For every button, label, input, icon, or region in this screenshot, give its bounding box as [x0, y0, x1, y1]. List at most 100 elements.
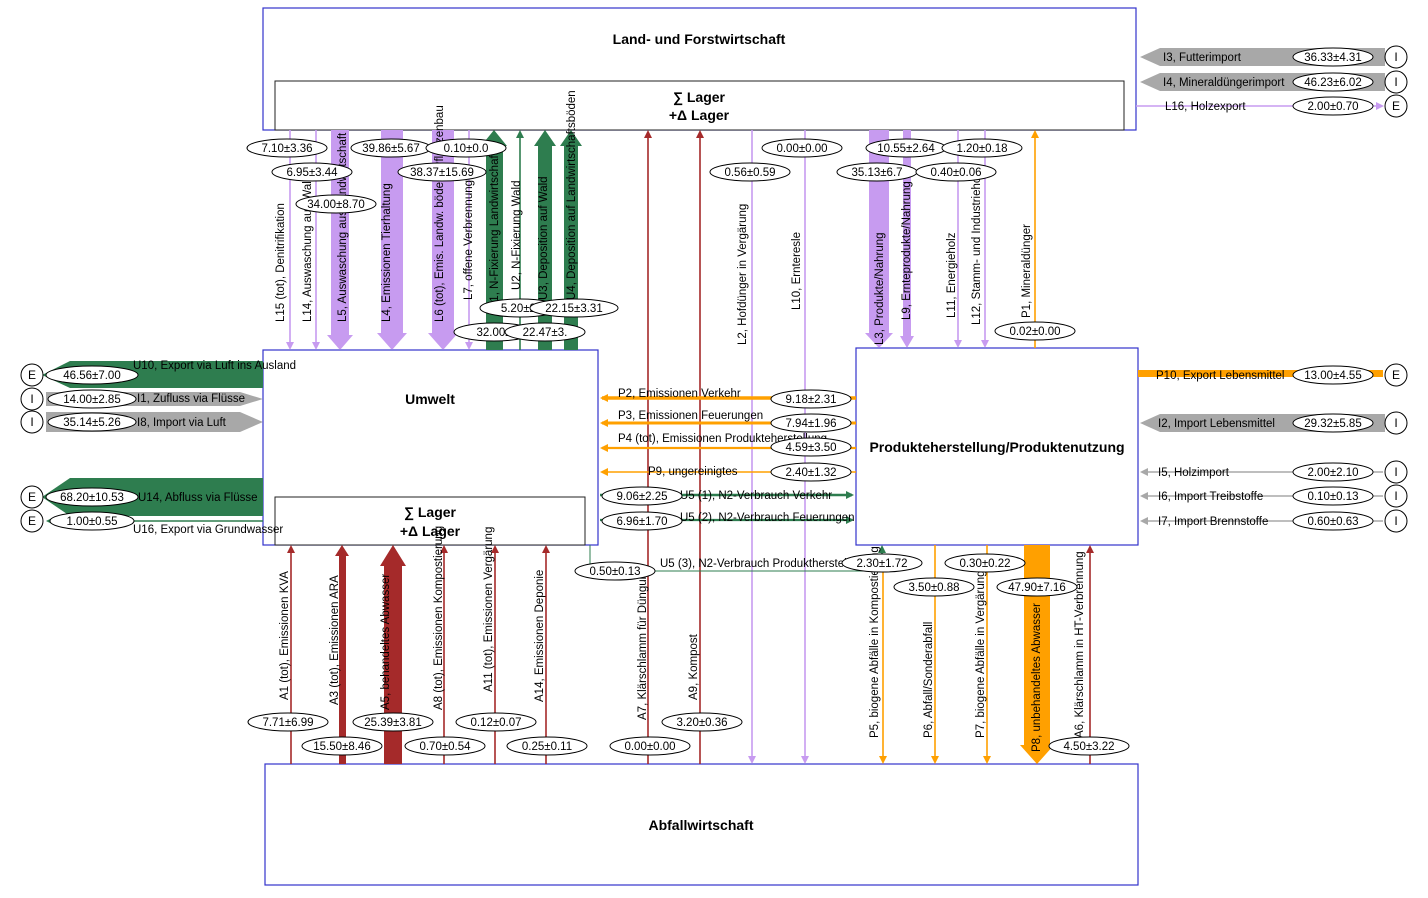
svg-text:E: E — [28, 514, 36, 528]
value-P2: 9.18±2.31 — [770, 389, 852, 409]
value-P1: 0.02±0.00 — [994, 321, 1076, 341]
flow-A3-arrow — [335, 545, 349, 764]
svg-text:14.00±2.85: 14.00±2.85 — [63, 394, 120, 406]
value-L6: 38.37±15.69 — [397, 162, 487, 182]
value-L12: 0.40±0.06 — [915, 162, 997, 182]
import-marker-I7: I — [1384, 509, 1408, 533]
value-I1: 14.00±2.85 — [47, 389, 137, 409]
export-marker-L16: E — [1384, 94, 1408, 118]
flow-A5-arrow — [380, 545, 406, 764]
label-L9: L9, Ernteprodukte/Nahrung — [901, 181, 913, 320]
value-L11: 1.20±0.18 — [941, 138, 1023, 158]
svg-text:7.71±6.99: 7.71±6.99 — [262, 717, 313, 729]
svg-text:I: I — [1394, 489, 1397, 503]
value-A5: 25.39±3.81 — [352, 712, 434, 732]
flow-L3-arrow — [865, 130, 893, 348]
label-P7: P7, biogene Abfälle in Vergärung — [975, 570, 987, 738]
lager-land — [274, 80, 1125, 131]
value-U10: 46.56±7.00 — [45, 365, 139, 385]
label-U5c: U5 (3), N2-Verbrauch Produktherstellung … — [660, 558, 890, 570]
label-P8: P8, unbehandeltes Abwasser — [1031, 603, 1043, 752]
label-A7: A7, Klärschlamm für Düngung — [637, 567, 649, 720]
svg-text:I: I — [1394, 514, 1397, 528]
label-U5b: U5 (2), N2-Verbrauch Feuerungen — [680, 512, 855, 524]
value-A8: 0.70±0.54 — [404, 736, 486, 756]
value-I5: 2.00±2.10 — [1292, 462, 1374, 482]
svg-text:10.55±2.64: 10.55±2.64 — [877, 143, 935, 155]
process-title-umwelt: Umwelt — [405, 391, 455, 407]
label-U4: U4, Deposition auf Landwirtschaftsböden — [566, 90, 578, 300]
label-A14: A14, Emissionen Deponie — [534, 570, 546, 702]
value-L14: 6.95±3.44 — [271, 162, 353, 182]
label-I1: I1, Zufluss via Flüsse — [137, 393, 245, 405]
value-P3: 7.94±1.96 — [770, 413, 852, 433]
label-U2: U2, N-Fixierung Wald — [511, 181, 523, 291]
label-L14: L14, Auswaschung aus Wald — [302, 175, 314, 322]
label-L3: L3, Produkte/Nahrung — [874, 232, 886, 345]
value-A11: 0.12±0.07 — [455, 712, 537, 732]
svg-text:46.56±7.00: 46.56±7.00 — [63, 370, 120, 382]
svg-text:39.86±5.67: 39.86±5.67 — [362, 143, 419, 155]
svg-text:22.47±3.: 22.47±3. — [523, 327, 568, 339]
value-L3: 35.13±6.7 — [836, 162, 918, 182]
import-marker-I1: I — [20, 387, 44, 411]
value-U16: 1.00±0.55 — [49, 511, 135, 531]
label-L6: L6 (tot), Emis. Landw. böden, Pflanzenba… — [434, 105, 446, 322]
svg-text:2.40±1.32: 2.40±1.32 — [785, 467, 836, 479]
value-U5a: 9.06±2.25 — [601, 486, 683, 506]
svg-text:0.30±0.22: 0.30±0.22 — [959, 558, 1010, 570]
value-P6: 0.30±0.22 — [944, 553, 1026, 573]
svg-text:34.00±8.70: 34.00±8.70 — [307, 199, 364, 211]
svg-text:0.00±0.00: 0.00±0.00 — [776, 143, 827, 155]
process-title-produkte: Produkteherstellung/Produktenutzung — [869, 439, 1124, 455]
svg-text:29.32±5.85: 29.32±5.85 — [1304, 418, 1361, 430]
flow-U3-arrow — [534, 130, 556, 350]
svg-text:6.95±3.44: 6.95±3.44 — [286, 167, 338, 179]
value-L10: 0.00±0.00 — [761, 138, 843, 158]
svg-text:35.14±5.26: 35.14±5.26 — [63, 417, 120, 429]
value-L15: 7.10±3.36 — [246, 138, 328, 158]
value-I2: 29.32±5.85 — [1292, 413, 1374, 433]
svg-text:2.00±2.10: 2.00±2.10 — [1307, 467, 1358, 479]
value-L4: 39.86±5.67 — [350, 138, 432, 158]
svg-text:4.59±3.50: 4.59±3.50 — [785, 442, 836, 454]
svg-text:35.13±6.7: 35.13±6.7 — [851, 167, 902, 179]
value-P10: 13.00±4.55 — [1292, 365, 1374, 385]
export-marker-U16: E — [20, 509, 44, 533]
label-L15: L15 (tot), Denitrifikation — [275, 203, 287, 322]
export-marker-U14: E — [20, 485, 44, 509]
label-A9: A9, Kompost — [688, 633, 700, 700]
value-U5x: 2.30±1.72 — [841, 553, 923, 573]
svg-text:22.15±3.31: 22.15±3.31 — [545, 303, 602, 315]
svg-text:I: I — [30, 392, 33, 406]
value-L7: 0.10±0.0 — [425, 138, 507, 158]
svg-text:E: E — [28, 368, 36, 382]
svg-text:9.06±2.25: 9.06±2.25 — [616, 491, 667, 503]
value-U5b: 6.96±1.70 — [601, 511, 683, 531]
process-land-forst: Land- und Forstwirtschaft ∑ Lager +Δ Lag… — [262, 7, 1137, 131]
value-A6: 4.50±3.22 — [1048, 736, 1130, 756]
value-P8: 47.90±7.16 — [996, 577, 1078, 597]
process-produkte: Produkteherstellung/Produktenutzung — [855, 347, 1139, 546]
svg-text:0.50±0.13: 0.50±0.13 — [589, 566, 640, 578]
label-U5a: U5 (1), N2-Verbrauch Verkehr — [680, 490, 832, 502]
value-P4: 4.59±3.50 — [770, 437, 852, 457]
label-L12: L12, Stamm- und Industrieholz — [971, 168, 983, 325]
svg-text:3.20±0.36: 3.20±0.36 — [676, 717, 727, 729]
svg-text:47.90±7.16: 47.90±7.16 — [1008, 582, 1065, 594]
svg-text:I: I — [30, 415, 33, 429]
value-L16: 2.00±0.70 — [1292, 96, 1374, 116]
label-U1: U1, N-Fixierung Landwirtschaft — [489, 151, 501, 310]
value-L5: 34.00±8.70 — [295, 194, 377, 214]
svg-text:E: E — [28, 490, 36, 504]
label-A11: A11 (tot), Emissionen Vergärung — [483, 527, 495, 692]
label-I4: I4, Mineraldüngerimport — [1163, 77, 1285, 89]
svg-text:46.23±6.02: 46.23±6.02 — [1304, 77, 1361, 89]
label-L2: L2, Hofdünger in Vergärung — [737, 204, 749, 345]
label-L16: L16, Holzexport — [1165, 101, 1246, 113]
import-marker-I4: I — [1384, 70, 1408, 94]
svg-text:E: E — [1392, 99, 1400, 113]
svg-text:E: E — [1392, 368, 1400, 382]
import-marker-I5: I — [1384, 460, 1408, 484]
